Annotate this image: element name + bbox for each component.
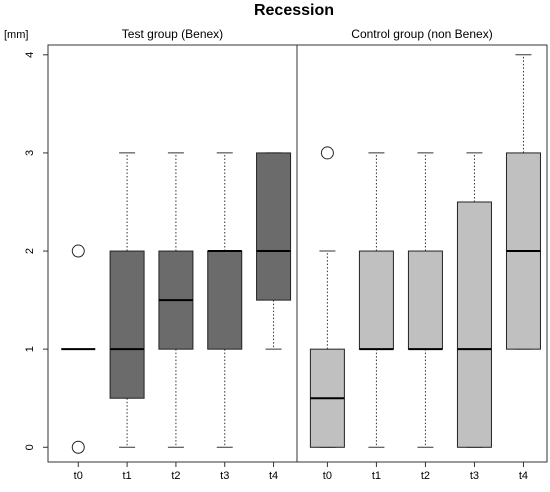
x-tick-label: t2 <box>421 470 430 482</box>
box-t4 <box>505 54 541 350</box>
box-t3 <box>207 152 243 448</box>
outlier-point <box>71 440 85 454</box>
y-axis: 0 1 2 3 4 <box>24 52 48 450</box>
outlier-point <box>320 146 334 160</box>
panel-frame <box>296 44 548 463</box>
panel-title: Control group (non Benex) <box>351 27 492 41</box>
box-iqr <box>456 201 492 448</box>
y-tick-label: 1 <box>24 346 36 352</box>
box-t1 <box>109 152 145 448</box>
box-iqr <box>407 250 443 350</box>
x-tick-label: t4 <box>269 470 278 482</box>
x-tick-label: t0 <box>323 470 332 482</box>
x-tick-label: t4 <box>519 470 528 482</box>
box-iqr <box>207 250 243 350</box>
box-t3 <box>456 152 492 448</box>
box-t2 <box>158 152 194 448</box>
y-tick-label: 2 <box>24 248 36 254</box>
box-t1 <box>358 152 394 448</box>
panels: Test group (Benex) Control group (non Ben… <box>47 27 548 463</box>
box-t2 <box>407 152 443 448</box>
box-iqr <box>256 152 292 301</box>
box-t0 <box>309 146 345 448</box>
box-iqr <box>109 250 145 399</box>
box-t0 <box>61 244 96 454</box>
x-tick-label: t3 <box>470 470 479 482</box>
y-tick-label: 0 <box>24 444 36 450</box>
panel-2: Control group (non Benex) <box>296 27 548 463</box>
x-tick-label: t0 <box>74 470 83 482</box>
x-axis: t0 t1 t2 t3 t4 t0 t1 t2 t3 t4 <box>74 462 528 482</box>
x-tick-label: t1 <box>372 470 381 482</box>
x-tick-label: t1 <box>123 470 132 482</box>
y-tick-label: 3 <box>24 150 36 156</box>
outlier-point <box>71 244 85 258</box>
x-tick-label: t2 <box>171 470 180 482</box>
panel-1: Test group (Benex) <box>47 27 298 463</box>
box-iqr <box>358 250 394 350</box>
y-tick-label: 4 <box>24 52 36 58</box>
panel-title: Test group (Benex) <box>122 27 223 41</box>
chart-title: Recession <box>254 2 334 19</box>
y-axis-unit-label: [mm] <box>4 29 28 41</box>
box-t4 <box>256 152 292 350</box>
x-tick-label: t3 <box>220 470 229 482</box>
